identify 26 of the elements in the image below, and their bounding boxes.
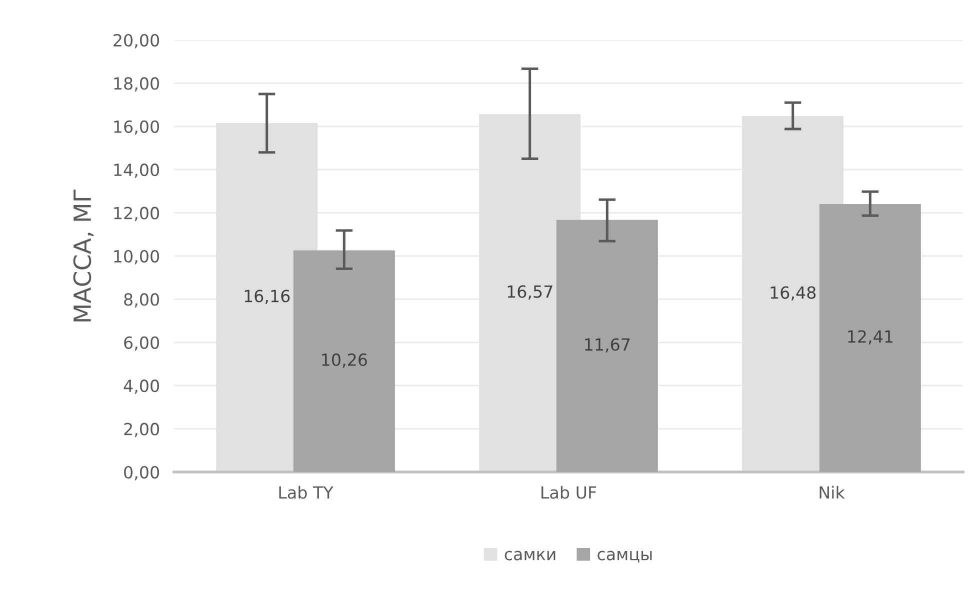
- bar: [556, 220, 658, 472]
- y-tick-label: 8,00: [124, 293, 160, 308]
- y-tick-label: 20,00: [114, 34, 160, 48]
- y-tick-label: 16,00: [114, 120, 160, 135]
- y-tick-label: 4,00: [124, 380, 160, 394]
- legend-label: самцы: [598, 550, 652, 562]
- y-tick-label: 6,00: [124, 336, 160, 351]
- data-label: 11,67: [585, 338, 630, 352]
- data-label: 16,16: [244, 290, 290, 304]
- y-tick-label: 12,00: [114, 206, 160, 222]
- y-tick-label: 14,00: [114, 164, 160, 178]
- data-label: 16,57: [508, 285, 552, 300]
- x-tick-label: Lab TY: [279, 486, 334, 499]
- y-axis-title: МАССА, МГ: [73, 190, 94, 322]
- y-tick-label: 18,00: [114, 77, 160, 92]
- legend-label: самки: [504, 550, 556, 560]
- y-tick-label: 2,00: [124, 422, 160, 438]
- x-tick-label: Nik: [820, 486, 845, 499]
- bar: [293, 250, 395, 472]
- y-tick-label: 10,00: [114, 250, 160, 264]
- data-label: 16,48: [770, 286, 816, 301]
- bar: [819, 204, 921, 472]
- y-tick-label: 0,00: [124, 466, 160, 480]
- x-tick-label: Lab UF: [542, 486, 596, 499]
- data-label: 12,41: [848, 330, 892, 345]
- data-label: 10,26: [322, 353, 367, 368]
